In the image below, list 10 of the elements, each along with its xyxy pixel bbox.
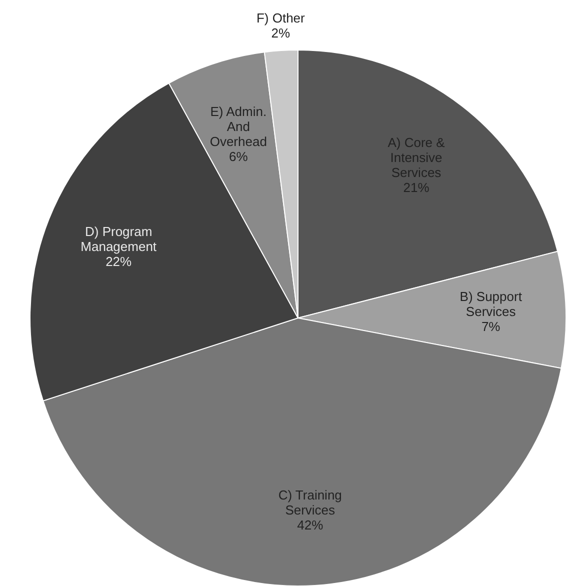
data-label: 42%: [297, 518, 324, 533]
data-label: 6%: [228, 148, 248, 164]
slice-label: C) Training Services: [278, 488, 342, 518]
slice-label: D) Program Management: [80, 224, 157, 254]
slice-label: E) Admin. And Overhead: [210, 104, 267, 149]
data-label: 2%: [271, 26, 290, 41]
slice-label: F) Other: [256, 10, 306, 26]
slice-label: B) Support Services: [460, 288, 522, 319]
data-label: 22%: [106, 254, 132, 269]
data-label: 7%: [481, 318, 501, 334]
